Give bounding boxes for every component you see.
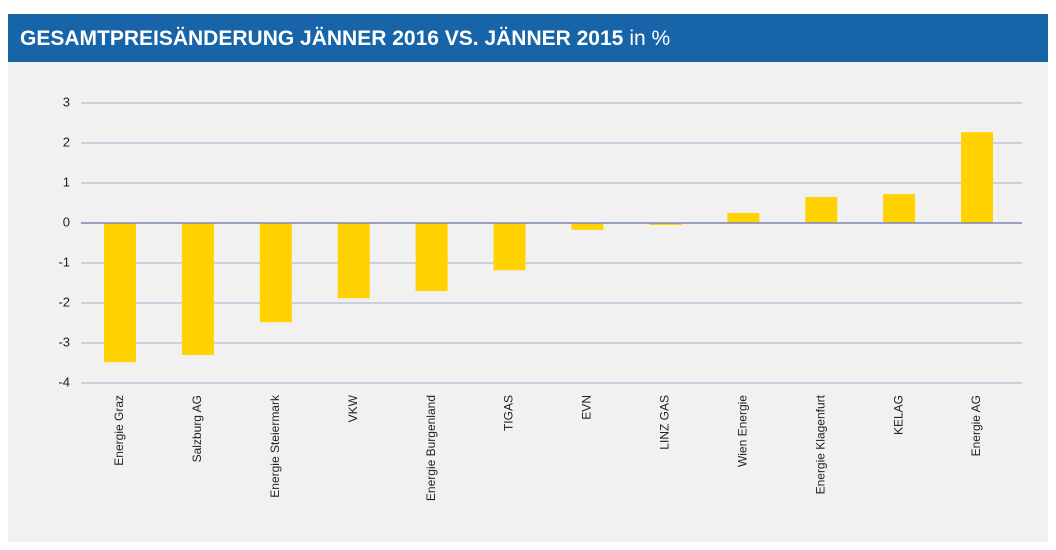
x-tick-label: Energie AG bbox=[969, 395, 983, 456]
bar bbox=[883, 194, 916, 223]
bar bbox=[493, 223, 526, 271]
bar bbox=[337, 223, 370, 299]
y-tick-label: 3 bbox=[63, 94, 70, 109]
bar bbox=[103, 223, 136, 363]
x-tick-label: TIGAS bbox=[502, 395, 516, 431]
bar bbox=[649, 223, 682, 225]
x-tick-label: Energie Burgenland bbox=[424, 395, 438, 501]
y-tick-label: 2 bbox=[63, 134, 70, 149]
header-bar bbox=[8, 14, 1048, 62]
bar bbox=[805, 197, 838, 223]
y-tick-label: -3 bbox=[58, 334, 70, 349]
chart-title: GESAMTPREISÄNDERUNG JÄNNER 2016 VS. JÄNN… bbox=[20, 27, 624, 50]
x-tick-label: Energie Steiermark bbox=[268, 394, 282, 498]
bar bbox=[571, 223, 604, 230]
y-tick-label: -2 bbox=[58, 294, 70, 309]
y-tick-label: -4 bbox=[58, 374, 70, 389]
x-tick-label: VKW bbox=[346, 394, 360, 422]
bar bbox=[181, 223, 214, 355]
x-tick-label: Energie Graz bbox=[112, 395, 126, 466]
bar bbox=[259, 223, 292, 323]
x-tick-label: Salzburg AG bbox=[190, 395, 204, 462]
y-tick-label: -1 bbox=[58, 254, 70, 269]
panel bbox=[8, 62, 1048, 542]
bar bbox=[415, 223, 448, 291]
bar bbox=[961, 132, 994, 223]
bar bbox=[727, 213, 760, 223]
y-tick-label: 1 bbox=[63, 174, 70, 189]
y-tick-label: 0 bbox=[63, 214, 70, 229]
x-tick-label: Energie Klagenfurt bbox=[813, 394, 827, 494]
chart-title-line: GESAMTPREISÄNDERUNG JÄNNER 2016 VS. JÄNN… bbox=[20, 27, 670, 50]
x-tick-label: LINZ GAS bbox=[658, 395, 672, 450]
chart-unit: in % bbox=[629, 27, 670, 50]
x-tick-label: Wien Energie bbox=[735, 395, 749, 467]
x-tick-label: EVN bbox=[580, 395, 594, 420]
x-tick-label: KELAG bbox=[891, 395, 905, 435]
